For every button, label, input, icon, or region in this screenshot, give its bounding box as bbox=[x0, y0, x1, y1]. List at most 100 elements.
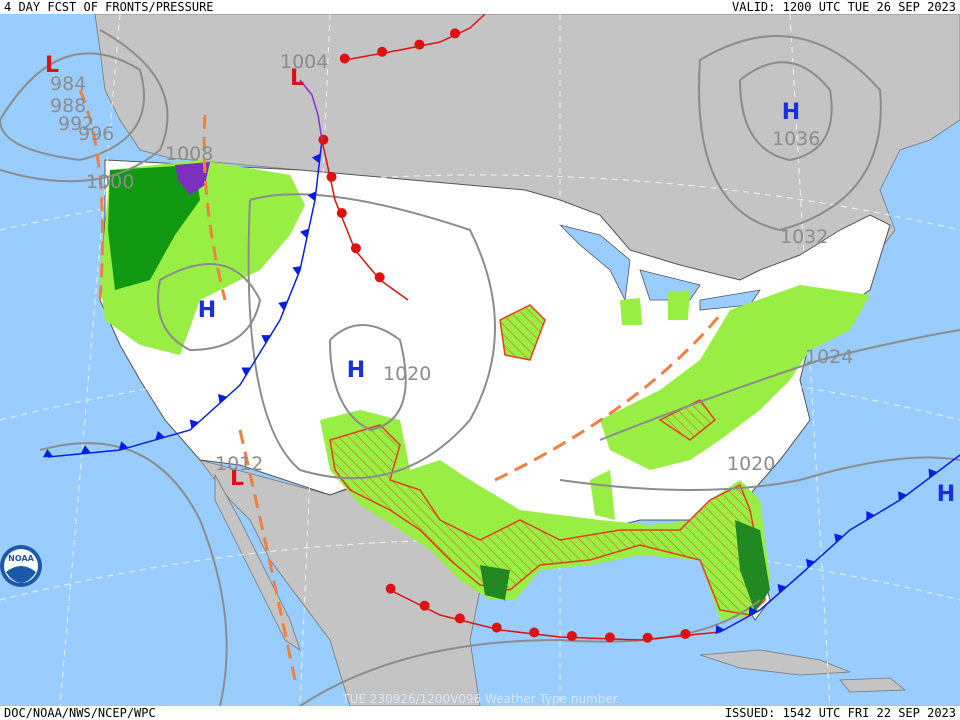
isobar-label: 1020 bbox=[383, 363, 431, 385]
warm-front-pip bbox=[374, 272, 385, 283]
map-shape bbox=[329, 324, 407, 432]
agency: DOC/NOAA/NWS/NCEP/WPC bbox=[4, 706, 156, 720]
cold-front-pip bbox=[300, 228, 309, 239]
cold-front-pip bbox=[278, 301, 288, 311]
precipitation bbox=[100, 160, 870, 620]
cold-front-pip bbox=[805, 558, 816, 569]
cold-front-pip bbox=[311, 153, 321, 164]
isobar-label: 992 bbox=[58, 113, 94, 135]
map-shape bbox=[238, 429, 297, 681]
footer-bar bbox=[0, 706, 960, 720]
front-line bbox=[299, 79, 323, 141]
cold-front-pip bbox=[217, 394, 228, 404]
cold-front-pip bbox=[155, 430, 165, 440]
pressure-center: H bbox=[937, 482, 955, 507]
map-shape bbox=[0, 29, 169, 183]
warm-front-pip bbox=[385, 583, 396, 594]
map-shape bbox=[480, 520, 770, 612]
isobar-label: 1000 bbox=[86, 171, 134, 193]
map-shape bbox=[699, 649, 851, 676]
pressure-center: H bbox=[198, 298, 216, 323]
warm-front-pip bbox=[336, 208, 347, 219]
cold-front-pip bbox=[866, 510, 875, 521]
map-shape bbox=[739, 61, 833, 162]
isobar-label: 1004 bbox=[280, 51, 328, 73]
warm-front-pip bbox=[491, 622, 502, 633]
front-line bbox=[47, 139, 323, 458]
map-shape bbox=[698, 35, 882, 232]
isobar-label: 988 bbox=[50, 95, 86, 117]
cold-front-pip bbox=[118, 441, 129, 451]
warm-front-pip bbox=[642, 632, 653, 643]
map-shape bbox=[599, 329, 960, 441]
warm-front-pip bbox=[414, 39, 425, 50]
warm-front-pip bbox=[326, 171, 337, 182]
cold-front-pip bbox=[189, 419, 199, 429]
pressure-center: L bbox=[45, 53, 59, 78]
cold-front-pip bbox=[43, 449, 53, 458]
valid-time: VALID: 1200 UTC TUE 26 SEP 2023 bbox=[732, 0, 956, 14]
warm-front-pip bbox=[529, 627, 540, 638]
cold-front-pip bbox=[715, 624, 725, 635]
map-shape bbox=[559, 456, 960, 491]
pressure-center: L bbox=[230, 466, 244, 491]
map-shape bbox=[839, 677, 907, 693]
isobar-label: 1008 bbox=[165, 143, 213, 165]
isobar-label: 1036 bbox=[772, 128, 820, 150]
warm-front-pip bbox=[454, 613, 465, 624]
front-line bbox=[719, 454, 960, 633]
warm-front-pip bbox=[377, 46, 388, 57]
map-shape bbox=[6, 566, 36, 583]
cold-front-pip bbox=[748, 606, 758, 617]
map-shape bbox=[202, 114, 227, 301]
map-shape bbox=[590, 290, 690, 520]
isobar-label: 1020 bbox=[727, 453, 775, 475]
issued-time: ISSUED: 1542 UTC FRI 22 SEP 2023 bbox=[725, 706, 956, 720]
warm-front-pip bbox=[339, 53, 350, 64]
logo: NOAA bbox=[0, 545, 42, 587]
warm-front-pip bbox=[604, 632, 615, 643]
troughs bbox=[78, 89, 722, 681]
isobars bbox=[0, 29, 960, 707]
isobar-label: 996 bbox=[78, 123, 114, 145]
isobar-label: 1024 bbox=[805, 346, 853, 368]
cold-front-pip bbox=[777, 583, 787, 594]
header-bar bbox=[0, 0, 960, 14]
pressure-center: H bbox=[347, 358, 365, 383]
map-shape bbox=[0, 52, 145, 162]
map-title: 4 DAY FCST OF FRONTS/PRESSURE bbox=[4, 0, 214, 14]
map-shape bbox=[108, 165, 200, 290]
cold-front-pip bbox=[307, 191, 317, 202]
warm-front-pip bbox=[680, 628, 691, 639]
warm-front-pip bbox=[350, 243, 361, 254]
map-shape bbox=[175, 162, 210, 195]
map-shape bbox=[157, 263, 262, 352]
warm-front-pip bbox=[419, 600, 430, 611]
cold-front-pip bbox=[834, 533, 844, 543]
fronts bbox=[43, 13, 960, 643]
isobar-label: 1032 bbox=[780, 226, 828, 248]
map-shape bbox=[247, 193, 496, 480]
map-shape bbox=[494, 314, 722, 482]
map-shape bbox=[78, 89, 104, 301]
isobar-label: 1012 bbox=[215, 453, 263, 475]
cold-front-pip bbox=[80, 445, 91, 454]
warm-front-pip bbox=[450, 28, 461, 39]
warm-front-pip bbox=[566, 630, 577, 641]
cold-front-pip bbox=[241, 367, 251, 376]
pressure-center: L bbox=[290, 66, 304, 91]
product-id: TUE 230926/1200V096 Weather Type number bbox=[341, 692, 617, 706]
isobar-label: 984 bbox=[50, 73, 86, 95]
cold-front-pip bbox=[261, 335, 271, 344]
pressure-center: H bbox=[782, 100, 800, 125]
cold-front-pip bbox=[898, 491, 907, 501]
logo-text: NOAA bbox=[8, 554, 34, 563]
cold-front-pip bbox=[292, 265, 302, 276]
map-shape bbox=[320, 410, 770, 620]
cold-front-pip bbox=[928, 468, 938, 479]
map-shape bbox=[299, 599, 761, 707]
warm-front-pip bbox=[318, 134, 329, 145]
map-shape bbox=[39, 442, 228, 707]
